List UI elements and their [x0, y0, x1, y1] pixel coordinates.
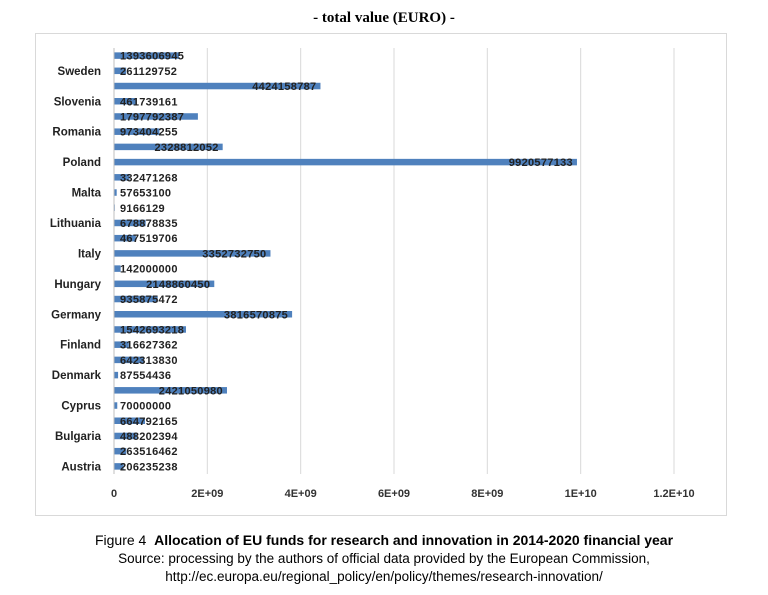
- figure-title: Allocation of EU funds for research and …: [154, 532, 674, 548]
- category-label: Denmark: [52, 370, 102, 382]
- bar: [114, 447, 127, 455]
- data-label: 142000000: [120, 264, 178, 276]
- data-label: 678878835: [120, 218, 178, 230]
- bar: [114, 174, 130, 181]
- data-label: 263516462: [120, 446, 178, 458]
- chart-title: - total value (EURO) -: [313, 10, 455, 26]
- bar: [114, 234, 136, 242]
- data-label: 87554436: [120, 370, 171, 382]
- x-tick-label: 2E+09: [191, 488, 223, 500]
- data-label: 467519706: [120, 233, 178, 245]
- data-label: 1797792387: [120, 111, 184, 123]
- bar: [114, 371, 119, 379]
- data-label: 332471268: [120, 172, 178, 184]
- bar: [114, 82, 321, 90]
- data-label: 664792165: [120, 416, 178, 428]
- data-label: 2328812052: [154, 142, 218, 154]
- category-label: Lithuania: [50, 218, 102, 230]
- category-label: Germany: [51, 309, 101, 321]
- bar: [114, 98, 136, 105]
- bar: [114, 311, 293, 318]
- bar: [114, 189, 117, 196]
- data-label: 642313830: [120, 355, 178, 367]
- bar: [114, 326, 186, 333]
- bar: [114, 417, 146, 424]
- bar: [114, 158, 577, 166]
- category-label: Cyprus: [61, 401, 101, 413]
- figure-source: Source: processing by the authors of off…: [118, 551, 650, 566]
- data-label: 488202394: [120, 431, 178, 443]
- bar: [114, 387, 227, 394]
- x-tick-label: 8E+09: [471, 488, 503, 500]
- data-label: 2148860450: [146, 279, 210, 291]
- data-label: 3816570875: [224, 309, 288, 321]
- category-label: Hungary: [54, 279, 101, 291]
- x-tick-label: 1E+10: [565, 488, 597, 500]
- data-label: 261129752: [120, 66, 177, 78]
- figure-prefix: Figure 4: [94, 532, 147, 548]
- x-tick-label: 1.2E+10: [653, 488, 694, 500]
- data-label: 3352732750: [202, 248, 266, 260]
- bar: [114, 128, 160, 135]
- bar: [114, 113, 198, 120]
- bar: [114, 432, 137, 440]
- data-label: 57653100: [120, 188, 171, 200]
- category-label: Italy: [78, 248, 102, 260]
- data-label: 206235238: [120, 461, 178, 473]
- category-label: Slovenia: [54, 96, 102, 108]
- category-label: Poland: [63, 157, 101, 169]
- data-label: 4424158787: [252, 81, 316, 93]
- figure-source-url: http://ec.europa.eu/regional_policy/en/p…: [165, 569, 603, 584]
- category-label: Bulgaria: [55, 431, 102, 443]
- bar: [114, 280, 215, 288]
- data-label: 9166129: [120, 203, 165, 215]
- bar: [114, 341, 129, 348]
- bar: [114, 295, 158, 303]
- data-label: 2421050980: [159, 385, 223, 397]
- category-label: Austria: [61, 461, 101, 473]
- data-label: 9920577133: [509, 157, 573, 169]
- data-label: 316627362: [120, 340, 178, 352]
- chart-area-frame: [35, 33, 727, 516]
- category-label: Finland: [60, 340, 101, 352]
- data-label: 70000000: [120, 401, 171, 413]
- data-label: 935875472: [120, 294, 178, 306]
- figure-caption: Figure 4 Allocation of EU funds for rese…: [0, 532, 768, 548]
- category-label: Romania: [52, 127, 101, 139]
- bar: [114, 356, 144, 364]
- bar: [114, 265, 121, 272]
- category-label: Malta: [72, 188, 102, 200]
- bar: [114, 219, 146, 227]
- x-tick-label: 6E+09: [378, 488, 410, 500]
- data-label: 1393606945: [120, 51, 184, 63]
- data-label: 973404255: [120, 127, 178, 139]
- x-tick-label: 0: [111, 488, 117, 500]
- bar: [114, 463, 124, 470]
- bar: [114, 250, 271, 257]
- bar: [114, 143, 223, 151]
- bar: [114, 52, 180, 59]
- data-label: 1542693218: [120, 324, 184, 336]
- category-label: Sweden: [58, 66, 101, 78]
- x-tick-label: 4E+09: [285, 488, 317, 500]
- data-label: 461739161: [120, 96, 178, 108]
- bar: [114, 67, 127, 75]
- bar: [114, 402, 118, 409]
